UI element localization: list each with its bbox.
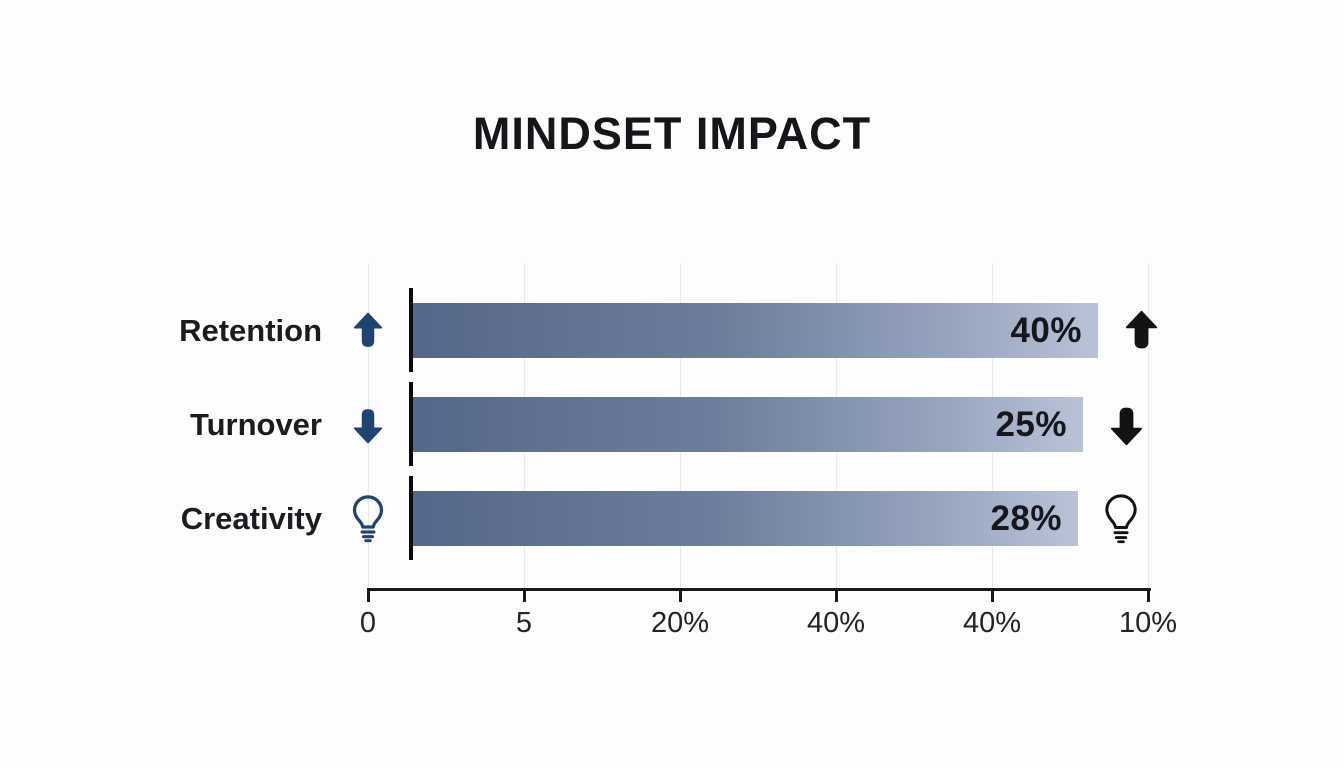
x-axis-tick-label: 20% (650, 607, 710, 639)
value-label: 28% (990, 498, 1062, 538)
x-axis-tick (1147, 588, 1150, 602)
category-label: Turnover (189, 407, 322, 442)
category-label: Retention (179, 313, 322, 348)
category-label: Creativity (180, 501, 322, 536)
arrow-down-icon (1101, 397, 1151, 452)
bar-row-creativity: Creativity 28% (0, 476, 1344, 560)
bar-row-turnover: Turnover 25% (0, 382, 1344, 466)
arrow-up-icon (1116, 303, 1166, 358)
bar-retention: 40% (413, 303, 1098, 358)
bar-turnover: 25% (413, 397, 1083, 452)
bar-row-retention: Retention 40% (0, 288, 1344, 372)
bar-baseline-tick (409, 288, 413, 372)
x-axis-tick-label: 5 (515, 607, 533, 639)
bar-baseline-tick (409, 382, 413, 466)
bar-baseline-tick (409, 476, 413, 560)
x-axis-tick (679, 588, 682, 602)
x-axis-line (368, 588, 1151, 591)
gridline (1148, 263, 1149, 588)
x-axis-tick (523, 588, 526, 602)
arrow-up-icon (346, 303, 390, 358)
x-axis-tick (367, 588, 370, 602)
chart-title: MINDSET IMPACT (472, 108, 872, 159)
value-label: 40% (1010, 310, 1082, 350)
arrow-down-icon (346, 397, 390, 452)
x-axis-tick-label: 40% (806, 607, 866, 639)
x-axis-tick (835, 588, 838, 602)
x-axis-tick-label: 40% (962, 607, 1022, 639)
lightbulb-icon (346, 491, 390, 546)
value-label: 25% (995, 404, 1067, 444)
x-axis-tick-label: 10% (1118, 607, 1178, 639)
x-axis-tick (991, 588, 994, 602)
x-axis-tick-label: 0 (359, 607, 377, 639)
lightbulb-icon (1096, 491, 1146, 546)
bar-creativity: 28% (413, 491, 1078, 546)
